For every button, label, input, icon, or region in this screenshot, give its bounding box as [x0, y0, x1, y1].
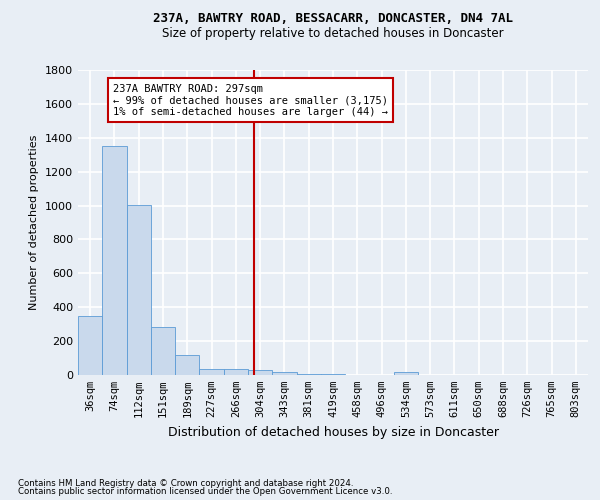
- Bar: [224, 369, 248, 375]
- Bar: [78, 316, 102, 375]
- Bar: [394, 372, 418, 375]
- Text: Contains public sector information licensed under the Open Government Licence v3: Contains public sector information licen…: [18, 487, 392, 496]
- Bar: [102, 146, 127, 375]
- Bar: [175, 354, 199, 375]
- Bar: [321, 374, 345, 375]
- Bar: [151, 326, 175, 375]
- Text: Contains HM Land Registry data © Crown copyright and database right 2024.: Contains HM Land Registry data © Crown c…: [18, 478, 353, 488]
- Text: 237A BAWTRY ROAD: 297sqm
← 99% of detached houses are smaller (3,175)
1% of semi: 237A BAWTRY ROAD: 297sqm ← 99% of detach…: [113, 84, 388, 117]
- Text: Size of property relative to detached houses in Doncaster: Size of property relative to detached ho…: [162, 28, 504, 40]
- Text: 237A, BAWTRY ROAD, BESSACARR, DONCASTER, DN4 7AL: 237A, BAWTRY ROAD, BESSACARR, DONCASTER,…: [153, 12, 513, 26]
- Bar: [127, 204, 151, 375]
- Y-axis label: Number of detached properties: Number of detached properties: [29, 135, 40, 310]
- Bar: [199, 368, 224, 375]
- Bar: [248, 370, 272, 375]
- Bar: [296, 374, 321, 375]
- Bar: [272, 372, 296, 375]
- X-axis label: Distribution of detached houses by size in Doncaster: Distribution of detached houses by size …: [167, 426, 499, 438]
